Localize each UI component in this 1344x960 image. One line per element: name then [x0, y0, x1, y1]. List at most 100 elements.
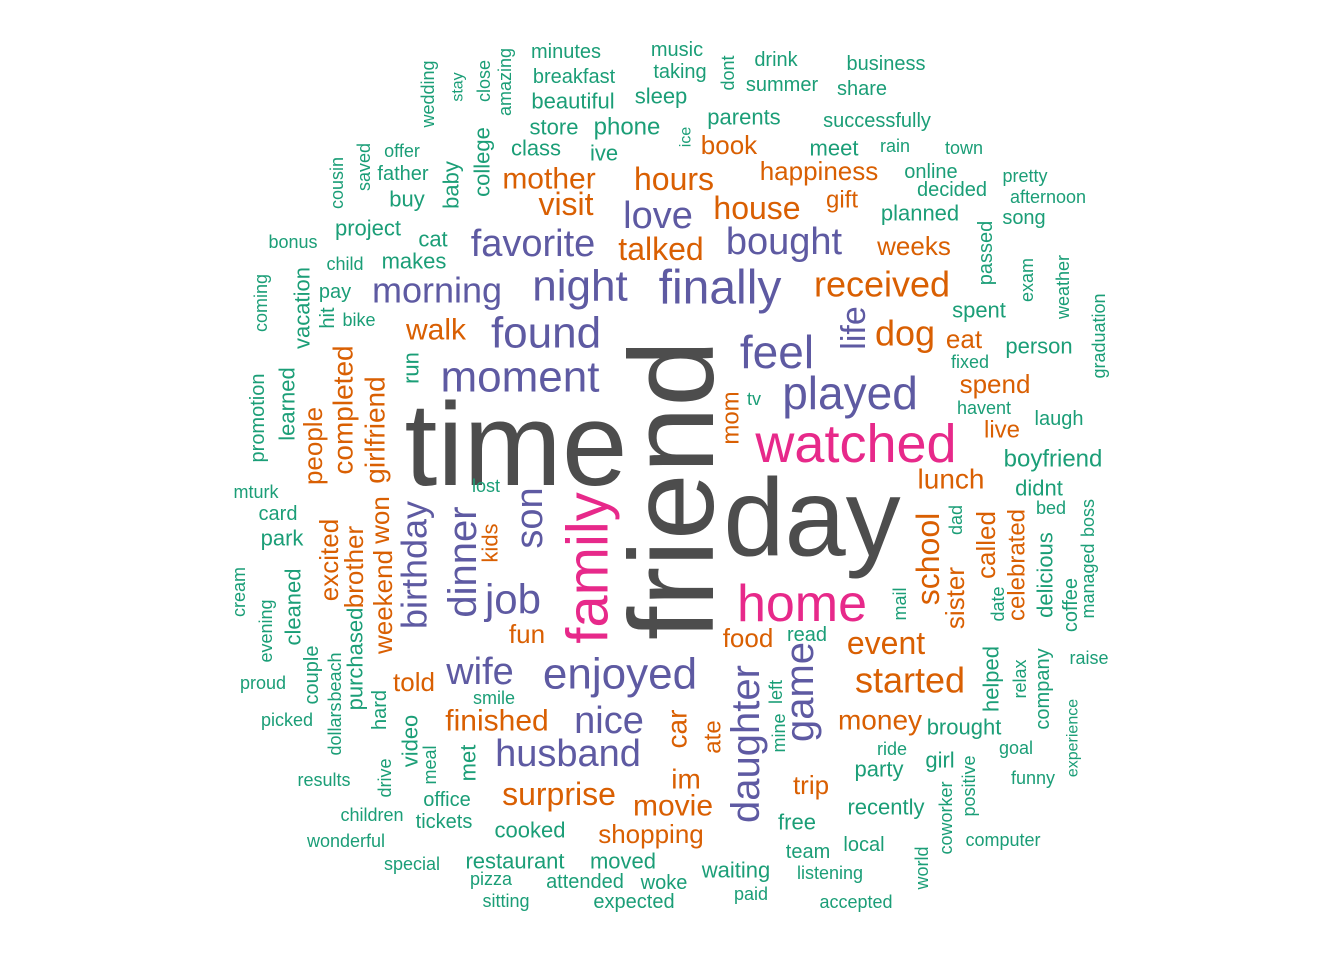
- word-parents: parents: [707, 105, 780, 130]
- word-afternoon: afternoon: [1010, 187, 1086, 207]
- word-date: date: [988, 586, 1008, 621]
- word-sitting: sitting: [482, 891, 529, 911]
- word-song: song: [1002, 207, 1045, 229]
- word-people: people: [298, 407, 328, 485]
- word-meal: meal: [420, 745, 440, 784]
- word-wife: wife: [445, 651, 514, 693]
- word-decided: decided: [917, 179, 987, 201]
- word-bed: bed: [1036, 498, 1066, 518]
- word-friend: friend: [605, 340, 739, 640]
- word-surprise: surprise: [502, 776, 616, 812]
- word-spent: spent: [952, 298, 1006, 323]
- word-listening: listening: [797, 863, 863, 883]
- word-park: park: [261, 526, 305, 551]
- word-buy: buy: [389, 187, 424, 212]
- word-car: car: [662, 710, 693, 749]
- word-wonderful: wonderful: [306, 831, 385, 851]
- word-stay: stay: [450, 72, 467, 101]
- word-makes: makes: [382, 249, 447, 274]
- word-minutes: minutes: [531, 41, 601, 63]
- word-special: special: [384, 854, 440, 874]
- word-sister: sister: [940, 567, 970, 629]
- word-father: father: [377, 163, 428, 185]
- word-run: run: [399, 352, 424, 384]
- word-experience: experience: [1065, 699, 1082, 777]
- word-baby: baby: [439, 161, 464, 209]
- word-completed: completed: [328, 345, 359, 474]
- word-meet: meet: [810, 136, 859, 161]
- word-finally: finally: [659, 262, 782, 315]
- word-bought: bought: [726, 221, 843, 263]
- word-pizza: pizza: [470, 869, 513, 889]
- word-live: live: [984, 417, 1020, 444]
- word-watched: watched: [754, 414, 956, 474]
- word-lost: lost: [472, 476, 500, 496]
- word-family: family: [556, 492, 621, 643]
- word-mturk: mturk: [234, 482, 280, 502]
- word-didnt: didnt: [1015, 476, 1063, 501]
- word-world: world: [912, 846, 932, 890]
- word-funny: funny: [1011, 768, 1055, 788]
- word-relax: relax: [1010, 659, 1030, 698]
- word-won: won: [365, 496, 395, 545]
- word-coming: coming: [251, 274, 271, 332]
- word-visit: visit: [538, 186, 593, 222]
- word-ride: ride: [877, 739, 907, 759]
- word-called: called: [971, 511, 1001, 579]
- word-girlfriend: girlfriend: [360, 376, 391, 483]
- word-drive: drive: [375, 758, 395, 797]
- word-school: school: [910, 513, 946, 606]
- word-rain: rain: [880, 136, 910, 156]
- word-dinner: dinner: [441, 506, 485, 617]
- word-havent: havent: [957, 398, 1011, 418]
- word-night: night: [532, 262, 627, 311]
- word-purchased: purchased: [343, 608, 368, 711]
- word-waiting: waiting: [701, 858, 770, 883]
- word-son: son: [509, 487, 551, 548]
- word-mine: mine: [769, 713, 789, 752]
- word-learned: learned: [275, 367, 300, 440]
- word-morning: morning: [372, 270, 502, 311]
- word-trip: trip: [793, 770, 829, 800]
- word-mother: mother: [502, 163, 595, 196]
- word-time: time: [405, 379, 628, 511]
- word-met: met: [456, 745, 481, 782]
- word-event: event: [847, 625, 925, 661]
- word-cream: cream: [229, 567, 249, 617]
- word-sleep: sleep: [635, 84, 688, 109]
- word-successfully: successfully: [823, 110, 931, 132]
- word-love: love: [623, 195, 693, 237]
- word-received: received: [814, 264, 950, 305]
- word-boss: boss: [1078, 499, 1098, 537]
- word-husband: husband: [495, 733, 641, 775]
- word-moment: moment: [441, 353, 600, 402]
- word-person: person: [1005, 334, 1072, 359]
- word-money: money: [838, 705, 922, 736]
- word-ate: ate: [700, 720, 727, 753]
- word-recently: recently: [847, 795, 924, 820]
- word-bonus: bonus: [268, 232, 317, 252]
- word-breakfast: breakfast: [533, 66, 616, 88]
- word-mail: mail: [890, 587, 910, 620]
- word-share: share: [837, 78, 887, 100]
- word-children: children: [340, 805, 403, 825]
- word-finished: finished: [445, 705, 548, 738]
- word-online: online: [904, 161, 957, 183]
- word-accepted: accepted: [819, 892, 892, 912]
- word-started: started: [855, 660, 965, 701]
- word-party: party: [855, 757, 904, 782]
- word-daughter: daughter: [724, 665, 768, 823]
- word-told: told: [393, 667, 435, 697]
- word-left: left: [766, 680, 786, 704]
- word-book: book: [701, 130, 758, 160]
- word-coworker: coworker: [936, 781, 956, 854]
- word-paid: paid: [734, 884, 768, 904]
- word-house: house: [713, 190, 800, 226]
- word-card: card: [259, 503, 298, 525]
- word-exam: exam: [1017, 258, 1037, 302]
- word-shopping: shopping: [598, 819, 704, 849]
- word-read: read: [787, 624, 827, 646]
- word-beach: beach: [325, 652, 345, 701]
- word-dont: dont: [718, 55, 738, 90]
